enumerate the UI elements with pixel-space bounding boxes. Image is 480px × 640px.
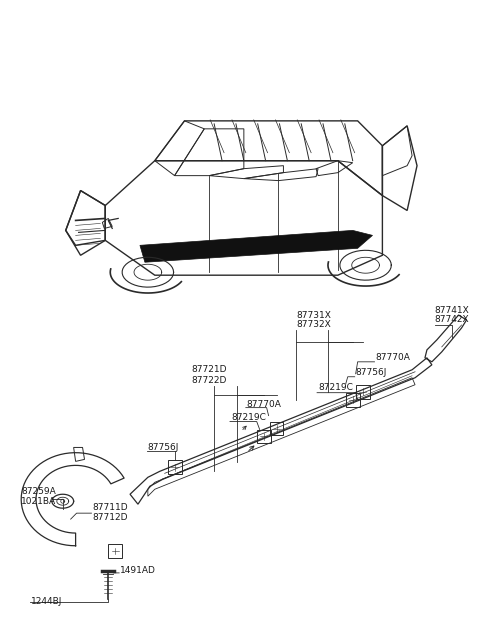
Text: 87219C: 87219C xyxy=(231,413,266,422)
Text: 87756J: 87756J xyxy=(356,368,387,377)
Text: 1491AD: 1491AD xyxy=(120,566,156,575)
Text: 87219C: 87219C xyxy=(318,383,353,392)
Text: 1244BJ: 1244BJ xyxy=(31,597,62,606)
Text: 87756J: 87756J xyxy=(148,443,179,452)
Text: 87731X: 87731X xyxy=(296,310,331,319)
Text: 87721D: 87721D xyxy=(192,365,227,374)
Text: 87770A: 87770A xyxy=(375,353,410,362)
Text: 87741X: 87741X xyxy=(435,305,469,314)
Polygon shape xyxy=(140,230,372,262)
Text: 87742X: 87742X xyxy=(435,316,469,324)
Text: 87732X: 87732X xyxy=(296,321,331,330)
Text: 87722D: 87722D xyxy=(192,376,227,385)
Text: 1021BA: 1021BA xyxy=(21,497,56,506)
Text: 87711D: 87711D xyxy=(93,502,128,512)
Text: 87770A: 87770A xyxy=(247,400,282,409)
Text: 87259A: 87259A xyxy=(21,487,56,496)
Text: 87712D: 87712D xyxy=(93,513,128,522)
